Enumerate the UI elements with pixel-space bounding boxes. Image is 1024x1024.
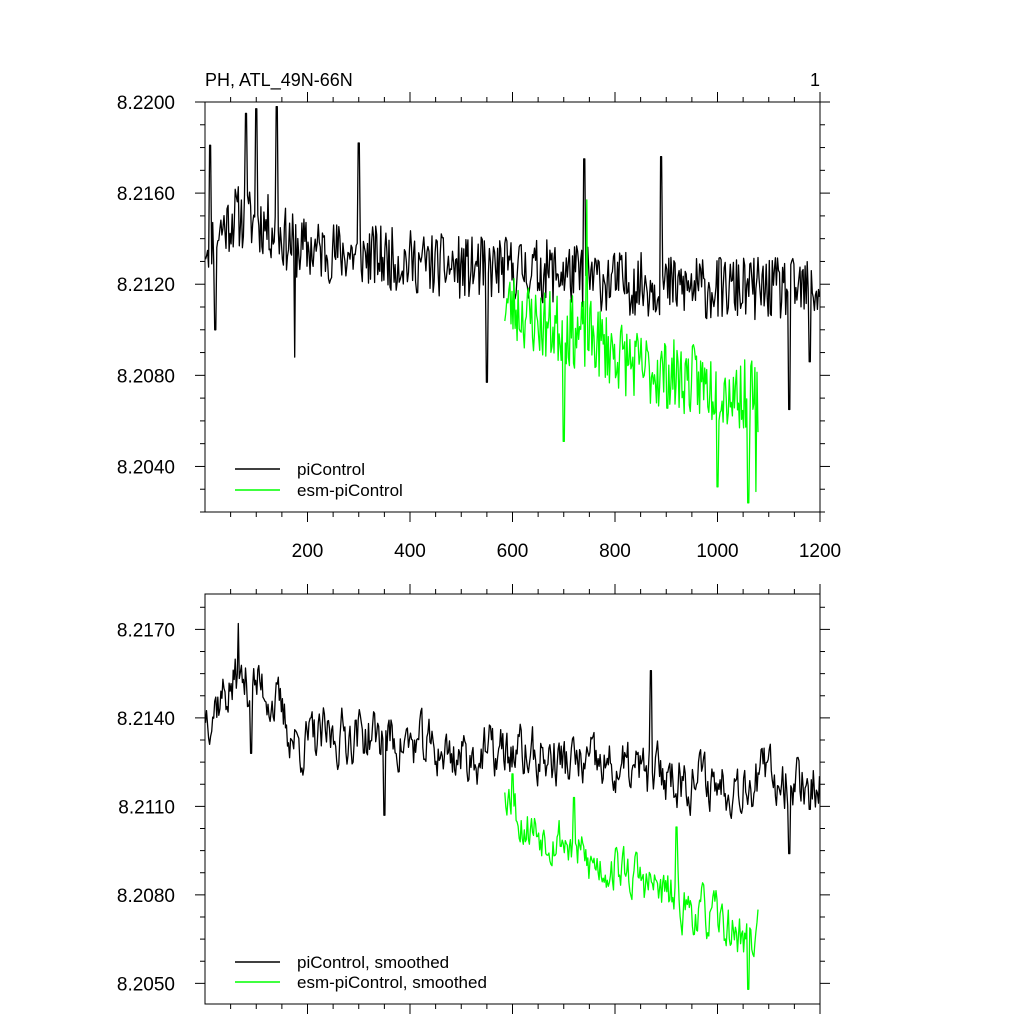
x-tick-label: 800 — [599, 541, 631, 562]
y-tick-label: 8.2140 — [117, 709, 175, 730]
bottom-ticks: 8.2050 8.2080 8.2110 8.2140 8.2170 — [117, 584, 830, 1014]
series-line-picontrol-smoothed — [204, 622, 821, 855]
bottom-series — [204, 622, 821, 990]
y-tick-label: 8.2110 — [118, 797, 175, 818]
y-tick-label: 8.2200 — [117, 93, 175, 114]
legend-label-esm-picontrol: esm-piControl — [297, 481, 403, 500]
x-tick-label: 400 — [394, 541, 426, 562]
top-ticks: 200 400 600 800 1000 1200 8.2040 8.2080 8.2120 8.… — [117, 92, 841, 562]
bottom-panel: 8.2050 8.2080 8.2110 8.2140 8.2170 piControl… — [117, 584, 830, 1014]
top-legend: piControl esm-piControl — [235, 460, 403, 500]
top-series — [204, 105, 821, 504]
y-tick-label: 8.2120 — [117, 275, 175, 296]
x-tick-label: 200 — [292, 541, 324, 562]
y-tick-label: 8.2160 — [117, 184, 175, 205]
series-line-esm-picontrol — [504, 199, 759, 504]
y-tick-label: 8.2170 — [117, 620, 175, 641]
y-tick-label: 8.2040 — [117, 457, 175, 478]
panel-label: 1 — [810, 70, 820, 90]
x-tick-label: 1200 — [799, 541, 841, 562]
top-panel: 200 400 600 800 1000 1200 8.2040 8.2080 8.2120 8.… — [117, 70, 841, 562]
chart-title: PH, ATL_49N-66N — [205, 70, 353, 91]
series-line-picontrol — [204, 105, 821, 411]
legend-label-esm-picontrol-smoothed: esm-piControl, smoothed — [297, 973, 487, 992]
legend-label-picontrol-smoothed: piControl, smoothed — [297, 953, 449, 972]
series-line-esm-picontrol-smoothed — [504, 773, 759, 990]
y-tick-label: 8.2050 — [117, 974, 175, 995]
x-tick-label: 1000 — [696, 541, 738, 562]
y-tick-label: 8.2080 — [117, 366, 175, 387]
bottom-legend: piControl, smoothed esm-piControl, smoot… — [235, 953, 487, 992]
y-tick-label: 8.2080 — [117, 886, 175, 907]
legend-label-picontrol: piControl — [297, 460, 365, 479]
x-tick-label: 600 — [497, 541, 529, 562]
